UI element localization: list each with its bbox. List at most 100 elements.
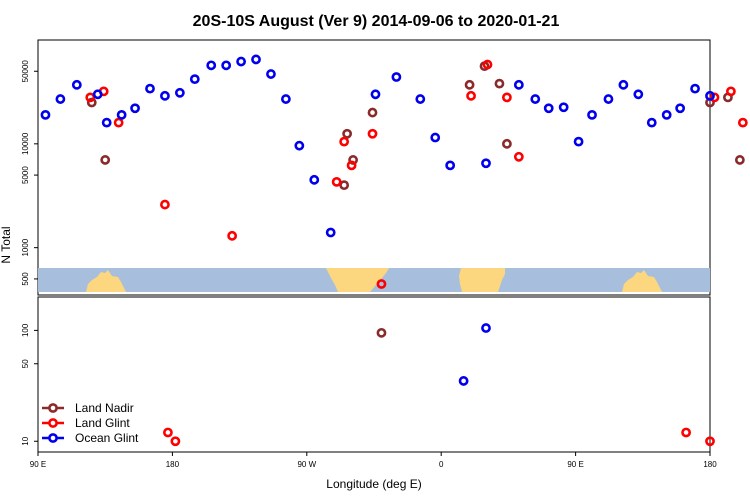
lower-points: [163, 323, 715, 447]
ocean-glint-point: [481, 158, 491, 169]
land-glint-point: [170, 436, 181, 447]
land-glint-point: [705, 436, 715, 447]
ocean-glint-point: [294, 140, 305, 151]
ocean-glint-point: [280, 94, 291, 104]
x-tick-label: 90 W: [297, 460, 316, 469]
world-map-strip: [38, 268, 710, 292]
land-glint-point: [227, 230, 238, 241]
chart-title: 20S-10S August (Ver 9) 2014-09-06 to 202…: [193, 13, 560, 30]
land-nadir-point: [348, 155, 358, 165]
x-axis-label: Longitude (deg E): [326, 477, 421, 491]
ocean-glint-point: [325, 227, 336, 238]
land-glint-point: [466, 90, 476, 101]
ocean-glint-point: [618, 79, 629, 90]
land-nadir-point: [494, 78, 505, 89]
ocean-glint-legend-label: Ocean Glint: [75, 431, 139, 445]
lower-panel: 10 50 100: [21, 296, 715, 453]
ocean-glint-point: [633, 89, 644, 100]
ocean-glint-point: [543, 103, 554, 114]
upper-points: [40, 54, 748, 289]
ocean-glint-point: [92, 89, 103, 100]
land-glint-point: [376, 279, 387, 289]
ocean-glint-point: [71, 79, 82, 90]
lower-y-tick-label: 10: [21, 436, 30, 445]
land-nadir-point: [342, 128, 353, 139]
upper-y-axis: 500 1000 5000 10000 50000: [21, 60, 38, 286]
lower-y-tick-label: 100: [21, 323, 30, 337]
ocean-glint-point: [55, 94, 66, 104]
ocean-glint-point: [415, 94, 426, 104]
ocean-glint-point: [189, 74, 200, 85]
x-tick-label: 180: [166, 460, 180, 469]
australia-landmass: [86, 270, 126, 292]
ocean-glint-point: [370, 89, 381, 100]
ocean-glint-point: [116, 109, 127, 120]
land-nadir-point: [376, 327, 387, 338]
land-glint-point: [113, 117, 124, 128]
south-america-landmass: [326, 268, 389, 292]
ocean-glint-point: [309, 174, 320, 185]
land-nadir-point: [502, 138, 512, 149]
land-glint-point: [85, 92, 96, 103]
land-glint-legend-marker: [48, 418, 58, 428]
land-glint-point: [367, 128, 378, 139]
ocean-glint-point: [445, 160, 456, 171]
land-nadir-legend-marker: [48, 403, 58, 413]
land-glint-point: [737, 117, 748, 128]
ocean-glint-point: [130, 103, 140, 114]
lower-y-tick-label: 50: [21, 359, 30, 368]
upper-y-tick-label: 5000: [21, 166, 30, 184]
land-glint-point: [513, 151, 524, 162]
upper-y-tick-label: 50000: [21, 60, 30, 83]
ocean-glint-legend-marker: [48, 433, 58, 443]
ocean-glint-point: [690, 83, 700, 94]
ocean-glint-point: [705, 90, 715, 101]
x-axis: 90 E 180 90 W 0 90 E 180: [30, 452, 717, 469]
upper-y-tick-label: 10000: [21, 132, 30, 155]
lower-panel-frame: [37, 296, 711, 453]
ocean-glint-point: [587, 109, 597, 120]
ocean-glint-point: [236, 56, 246, 67]
x-tick-label: 180: [703, 460, 717, 469]
x-tick-label: 90 E: [567, 460, 583, 469]
land-glint-point: [482, 59, 493, 70]
ocean-glint-point: [661, 109, 672, 120]
ocean-glint-point: [266, 69, 276, 79]
upper-y-tick-label: 1000: [21, 238, 30, 256]
x-tick-label: 0: [439, 460, 444, 469]
land-glint-point: [339, 136, 350, 147]
land-nadir-point: [367, 107, 378, 118]
x-tick-label: 90 E: [30, 460, 46, 469]
ocean-glint-point: [174, 87, 185, 98]
land-nadir-legend-label: Land Nadir: [75, 401, 134, 415]
upper-panel-frame: [37, 39, 711, 296]
lower-y-axis: 10 50 100: [21, 323, 38, 446]
land-glint-legend-label: Land Glint: [75, 416, 130, 430]
ocean-glint-point: [603, 94, 614, 104]
land-glint-point: [163, 427, 173, 438]
land-nadir-point: [464, 79, 475, 90]
land-nadir-point: [734, 155, 745, 165]
africa-landmass: [459, 268, 505, 292]
ocean-glint-point: [40, 109, 51, 120]
ocean-glint-point: [558, 102, 569, 113]
land-nadir-point: [86, 97, 97, 108]
y-axis-label: N Total: [0, 226, 13, 263]
ocean-glint-point: [101, 117, 112, 128]
ocean-glint-point: [573, 136, 584, 147]
land-nadir-point: [100, 155, 111, 165]
ocean-glint-point: [513, 79, 524, 90]
ocean-glint-point: [251, 54, 261, 65]
land-glint-point: [709, 92, 720, 103]
ocean-glint-point: [646, 117, 657, 128]
land-glint-point: [331, 176, 342, 187]
ocean-glint-point: [160, 90, 170, 101]
australia-landmass-right: [622, 270, 662, 292]
upper-y-tick-label: 500: [21, 272, 30, 286]
land-glint-point: [502, 92, 512, 103]
ocean-glint-point: [458, 376, 469, 386]
ocean-glint-point: [430, 132, 441, 143]
ocean-glint-point: [391, 72, 402, 82]
